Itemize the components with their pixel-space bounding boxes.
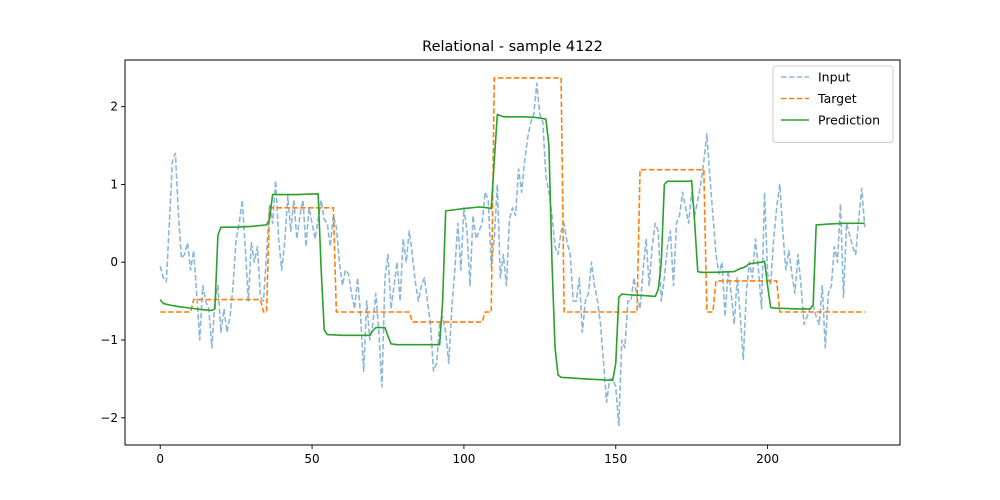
legend-box	[772, 65, 894, 143]
y-tick-label: 1	[110, 177, 118, 191]
x-tick-label: 50	[304, 452, 319, 466]
x-axis: 0 50 100 150 200	[156, 445, 779, 466]
plot-area: 0 50 100 150 200 −2 −1 0 1 2	[100, 59, 901, 466]
legend-label-input: Input	[818, 70, 850, 85]
x-tick-label: 0	[156, 452, 164, 466]
y-tick-label: −2	[100, 411, 118, 425]
series-line-prediction	[159, 113, 865, 382]
x-tick-label: 150	[604, 452, 627, 466]
x-tick-label: 200	[756, 452, 779, 466]
y-axis: −2 −1 0 1 2	[100, 100, 125, 425]
axes-frame	[124, 59, 901, 446]
legend-label-prediction: Prediction	[818, 113, 880, 128]
series-line-target	[160, 77, 865, 323]
y-tick-label: 2	[110, 100, 118, 114]
legend: Input Target Prediction	[772, 65, 894, 143]
chart-title: Relational - sample 4122	[422, 39, 603, 55]
x-tick-label: 100	[452, 452, 475, 466]
legend-label-target: Target	[817, 91, 857, 106]
series-line-input	[159, 82, 866, 427]
series-layer	[159, 77, 866, 427]
y-tick-label: 0	[110, 255, 118, 269]
y-tick-label: −1	[100, 333, 118, 347]
